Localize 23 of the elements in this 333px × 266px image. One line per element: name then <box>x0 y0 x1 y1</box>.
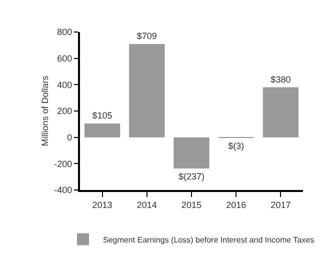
data-label: $(237) <box>178 172 205 182</box>
data-label: $709 <box>136 30 157 41</box>
x-tick-label: 2016 <box>226 200 246 210</box>
data-label: $380 <box>270 74 291 84</box>
x-tick-label: 2015 <box>181 200 202 210</box>
y-tick-label: 400 <box>57 80 72 90</box>
x-tick-label: 2014 <box>136 200 157 210</box>
y-tick-label: 0 <box>67 132 72 142</box>
bar <box>262 87 299 138</box>
x-tick-label: 2017 <box>270 200 291 210</box>
bar <box>84 124 120 138</box>
y-tick-label: 200 <box>57 106 72 116</box>
x-tick-label: 2013 <box>92 200 112 210</box>
y-axis-title: Millions of Dollars <box>40 75 50 146</box>
y-tick-label: 800 <box>57 27 72 38</box>
data-label: $(3) <box>228 141 244 151</box>
legend-label: Segment Earnings (Loss) before Interest and Income Taxes <box>103 235 314 244</box>
bar <box>174 137 210 169</box>
data-label: $105 <box>92 110 112 121</box>
y-tick-label: -400 <box>54 185 72 196</box>
bar <box>129 44 165 138</box>
y-tick-label: 600 <box>57 53 72 64</box>
y-tick-label: -200 <box>54 158 72 169</box>
